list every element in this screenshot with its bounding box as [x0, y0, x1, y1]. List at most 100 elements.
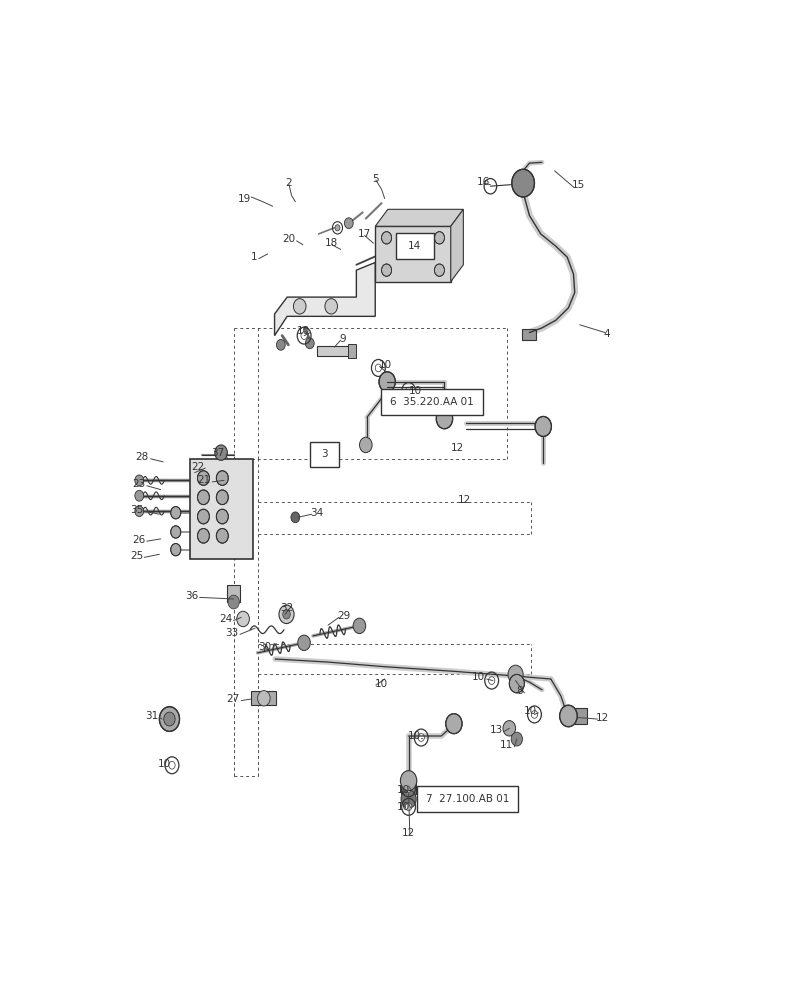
- Circle shape: [381, 264, 391, 276]
- Text: 16: 16: [476, 177, 490, 187]
- Circle shape: [405, 785, 411, 792]
- Text: 32: 32: [280, 603, 294, 613]
- Text: 10: 10: [297, 326, 310, 336]
- Text: 10: 10: [157, 759, 170, 769]
- Circle shape: [169, 761, 175, 769]
- Text: 22: 22: [191, 462, 204, 472]
- Text: 28: 28: [135, 452, 148, 462]
- Circle shape: [298, 635, 310, 651]
- Circle shape: [434, 232, 444, 244]
- Circle shape: [418, 734, 424, 741]
- Text: 10: 10: [374, 679, 388, 689]
- Text: 10: 10: [408, 731, 421, 741]
- Circle shape: [216, 471, 228, 485]
- Circle shape: [170, 507, 181, 519]
- Bar: [227, 585, 240, 602]
- Polygon shape: [375, 209, 463, 226]
- Circle shape: [228, 595, 239, 609]
- Circle shape: [379, 372, 395, 392]
- Text: 18: 18: [324, 238, 338, 248]
- Circle shape: [170, 543, 181, 556]
- Circle shape: [197, 509, 209, 524]
- Text: 34: 34: [310, 508, 324, 518]
- Text: 29: 29: [337, 611, 350, 621]
- Circle shape: [434, 264, 444, 276]
- Text: 13: 13: [489, 725, 502, 735]
- Circle shape: [530, 711, 537, 718]
- Circle shape: [344, 218, 353, 229]
- Circle shape: [445, 714, 461, 734]
- Polygon shape: [450, 209, 463, 282]
- Circle shape: [559, 705, 577, 727]
- Text: 25: 25: [130, 551, 143, 561]
- Circle shape: [381, 232, 391, 244]
- Text: 10: 10: [472, 672, 485, 682]
- Circle shape: [436, 409, 452, 429]
- Text: 31: 31: [144, 711, 158, 721]
- Circle shape: [359, 437, 371, 453]
- Bar: [521, 329, 535, 340]
- FancyBboxPatch shape: [395, 233, 434, 259]
- Text: 23: 23: [132, 479, 145, 489]
- Text: 21: 21: [198, 475, 211, 485]
- Text: 11: 11: [500, 740, 513, 750]
- Text: 33: 33: [225, 628, 238, 638]
- Circle shape: [488, 677, 494, 684]
- Text: 19: 19: [238, 194, 251, 204]
- Text: 15: 15: [572, 180, 585, 190]
- Circle shape: [237, 611, 249, 627]
- Text: 14: 14: [408, 241, 421, 251]
- Text: 1: 1: [251, 252, 257, 262]
- Text: 10: 10: [378, 360, 391, 370]
- Bar: [316, 346, 351, 356]
- Circle shape: [170, 526, 181, 538]
- Polygon shape: [190, 459, 252, 559]
- Text: 10: 10: [523, 706, 536, 716]
- Text: 2: 2: [285, 178, 292, 188]
- Text: 9: 9: [339, 334, 345, 344]
- Circle shape: [216, 509, 228, 524]
- Text: 20: 20: [282, 234, 295, 244]
- Circle shape: [216, 490, 228, 505]
- Text: 10: 10: [408, 386, 421, 396]
- Text: 35: 35: [130, 505, 143, 515]
- Text: 6  35.220.AA 01: 6 35.220.AA 01: [389, 397, 473, 407]
- Bar: [573, 708, 586, 724]
- Circle shape: [164, 712, 175, 726]
- Bar: [251, 691, 276, 705]
- Circle shape: [214, 445, 227, 460]
- Text: 37: 37: [212, 448, 225, 458]
- Circle shape: [279, 605, 294, 624]
- Circle shape: [353, 618, 365, 634]
- Circle shape: [135, 490, 144, 501]
- Polygon shape: [274, 262, 375, 336]
- Text: 7  27.100.AB 01: 7 27.100.AB 01: [426, 794, 508, 804]
- Text: 10: 10: [397, 785, 410, 795]
- Circle shape: [282, 610, 290, 619]
- Circle shape: [375, 364, 381, 372]
- Text: 27: 27: [226, 694, 240, 704]
- Circle shape: [301, 332, 307, 339]
- Text: 4: 4: [603, 329, 610, 339]
- Circle shape: [405, 803, 411, 811]
- Text: 12: 12: [595, 713, 608, 723]
- Circle shape: [400, 771, 416, 791]
- Text: 10: 10: [397, 802, 410, 812]
- Circle shape: [216, 528, 228, 543]
- Text: 26: 26: [132, 535, 145, 545]
- Bar: [348, 344, 355, 358]
- Text: 24: 24: [219, 614, 232, 624]
- Text: 36: 36: [185, 591, 198, 601]
- FancyBboxPatch shape: [310, 442, 339, 467]
- Circle shape: [290, 512, 299, 523]
- Text: 12: 12: [457, 495, 470, 505]
- Circle shape: [197, 528, 209, 543]
- Circle shape: [159, 707, 179, 731]
- Text: 5: 5: [372, 174, 379, 184]
- Circle shape: [324, 299, 337, 314]
- Circle shape: [508, 665, 522, 684]
- Circle shape: [335, 225, 340, 231]
- Circle shape: [135, 475, 144, 486]
- Circle shape: [293, 299, 306, 314]
- Text: 12: 12: [401, 828, 414, 838]
